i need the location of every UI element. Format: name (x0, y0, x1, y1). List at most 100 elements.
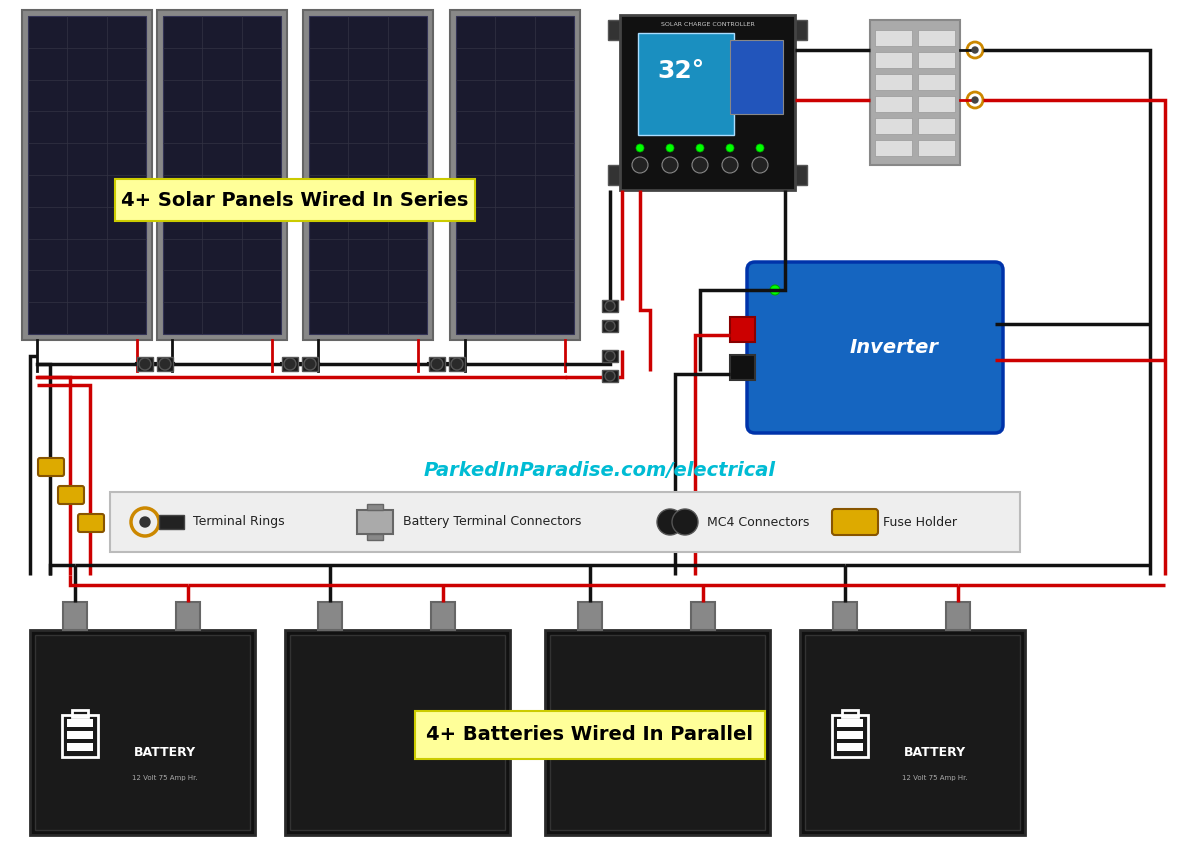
Text: 4+ Solar Panels Wired In Series: 4+ Solar Panels Wired In Series (121, 190, 469, 209)
Circle shape (696, 144, 704, 152)
Circle shape (692, 157, 708, 173)
Circle shape (658, 509, 683, 535)
FancyBboxPatch shape (66, 719, 92, 727)
FancyBboxPatch shape (367, 504, 383, 510)
FancyBboxPatch shape (638, 33, 734, 135)
FancyBboxPatch shape (602, 350, 618, 362)
Circle shape (158, 358, 172, 370)
FancyBboxPatch shape (66, 743, 92, 751)
FancyBboxPatch shape (730, 317, 755, 341)
Circle shape (431, 358, 443, 370)
FancyBboxPatch shape (875, 52, 912, 68)
FancyBboxPatch shape (796, 20, 808, 40)
FancyBboxPatch shape (946, 602, 970, 630)
FancyBboxPatch shape (602, 320, 618, 332)
FancyBboxPatch shape (578, 602, 602, 630)
FancyBboxPatch shape (800, 630, 1025, 835)
Text: Fuse Holder: Fuse Holder (883, 516, 958, 529)
FancyBboxPatch shape (875, 96, 912, 112)
FancyBboxPatch shape (545, 630, 770, 835)
Text: 4+ Batteries Wired In Parallel: 4+ Batteries Wired In Parallel (426, 726, 754, 745)
FancyBboxPatch shape (875, 118, 912, 134)
FancyBboxPatch shape (836, 719, 863, 727)
FancyBboxPatch shape (30, 630, 256, 835)
FancyBboxPatch shape (310, 16, 427, 334)
Circle shape (605, 371, 616, 381)
FancyBboxPatch shape (875, 140, 912, 156)
FancyBboxPatch shape (456, 16, 574, 334)
FancyBboxPatch shape (875, 30, 912, 46)
FancyBboxPatch shape (449, 357, 466, 371)
Text: Terminal Rings: Terminal Rings (193, 516, 284, 529)
Circle shape (672, 509, 698, 535)
FancyBboxPatch shape (796, 165, 808, 185)
Circle shape (666, 144, 674, 152)
Text: BATTERY: BATTERY (904, 746, 966, 759)
FancyBboxPatch shape (175, 602, 199, 630)
FancyBboxPatch shape (286, 630, 510, 835)
Circle shape (304, 358, 316, 370)
Circle shape (756, 144, 764, 152)
FancyBboxPatch shape (318, 602, 342, 630)
FancyBboxPatch shape (832, 509, 878, 535)
FancyBboxPatch shape (358, 510, 394, 534)
FancyBboxPatch shape (430, 357, 445, 371)
FancyBboxPatch shape (38, 458, 64, 476)
FancyBboxPatch shape (450, 10, 580, 340)
FancyBboxPatch shape (870, 20, 960, 165)
FancyBboxPatch shape (805, 635, 1020, 830)
Circle shape (662, 157, 678, 173)
Circle shape (605, 301, 616, 311)
Text: Inverter: Inverter (850, 338, 938, 357)
FancyBboxPatch shape (608, 165, 620, 185)
FancyBboxPatch shape (58, 486, 84, 504)
Circle shape (972, 47, 978, 53)
FancyBboxPatch shape (918, 74, 955, 90)
Text: 32°: 32° (658, 59, 704, 83)
Circle shape (139, 358, 151, 370)
FancyBboxPatch shape (918, 52, 955, 68)
FancyBboxPatch shape (157, 10, 287, 340)
Text: MC4 Connectors: MC4 Connectors (707, 516, 809, 529)
FancyBboxPatch shape (875, 74, 912, 90)
FancyBboxPatch shape (78, 514, 104, 532)
FancyBboxPatch shape (137, 357, 154, 371)
Text: ParkedInParadise.com/electrical: ParkedInParadise.com/electrical (424, 461, 776, 480)
FancyBboxPatch shape (833, 602, 857, 630)
FancyBboxPatch shape (918, 30, 955, 46)
FancyBboxPatch shape (730, 355, 755, 380)
Text: 12 Volt 75 Amp Hr.: 12 Volt 75 Amp Hr. (902, 775, 968, 781)
FancyBboxPatch shape (367, 534, 383, 540)
FancyBboxPatch shape (110, 492, 1020, 552)
Circle shape (752, 157, 768, 173)
Circle shape (284, 358, 296, 370)
FancyBboxPatch shape (731, 40, 782, 113)
FancyBboxPatch shape (608, 20, 620, 40)
FancyBboxPatch shape (302, 10, 433, 340)
FancyBboxPatch shape (836, 743, 863, 751)
FancyBboxPatch shape (157, 357, 173, 371)
Circle shape (605, 351, 616, 361)
FancyBboxPatch shape (302, 357, 318, 371)
FancyBboxPatch shape (35, 635, 250, 830)
Circle shape (605, 321, 616, 331)
FancyBboxPatch shape (282, 357, 298, 371)
FancyBboxPatch shape (620, 15, 796, 190)
Circle shape (451, 358, 463, 370)
FancyBboxPatch shape (163, 16, 281, 334)
Circle shape (636, 144, 644, 152)
FancyBboxPatch shape (602, 370, 618, 382)
Text: Battery Terminal Connectors: Battery Terminal Connectors (403, 516, 581, 529)
FancyBboxPatch shape (415, 711, 766, 759)
Circle shape (140, 517, 150, 527)
Text: BATTERY: BATTERY (134, 746, 196, 759)
FancyBboxPatch shape (158, 515, 184, 529)
Text: SOLAR CHARGE CONTROLLER: SOLAR CHARGE CONTROLLER (661, 22, 755, 27)
Circle shape (972, 97, 978, 103)
FancyBboxPatch shape (22, 10, 152, 340)
FancyBboxPatch shape (602, 300, 618, 312)
FancyBboxPatch shape (431, 602, 455, 630)
FancyBboxPatch shape (550, 635, 766, 830)
FancyBboxPatch shape (746, 262, 1003, 433)
FancyBboxPatch shape (918, 118, 955, 134)
